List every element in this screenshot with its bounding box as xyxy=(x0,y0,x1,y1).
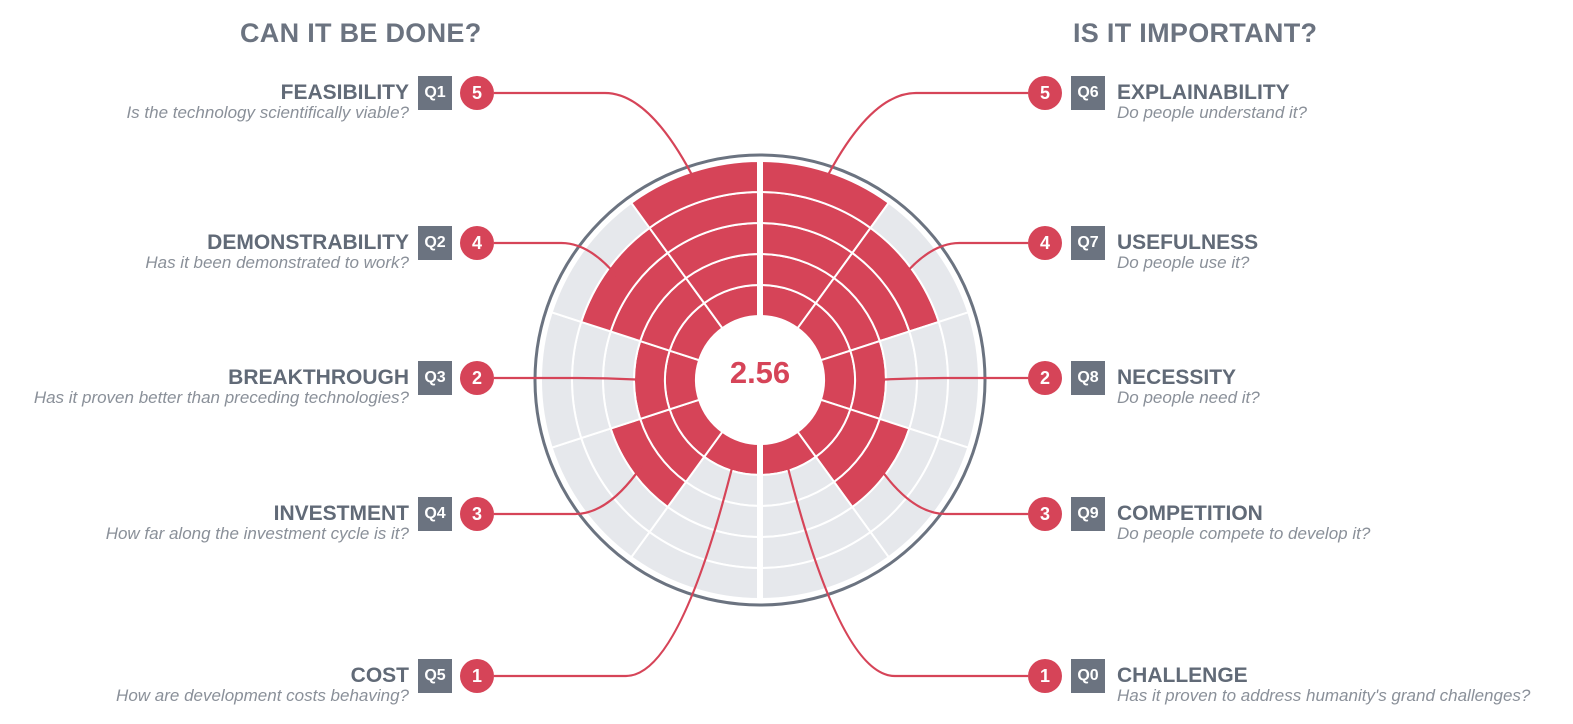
score-badge: 1 xyxy=(1028,659,1062,693)
question-code-badge: Q8 xyxy=(1071,361,1105,395)
connector-q0 xyxy=(784,459,1028,678)
question-code-badge: Q9 xyxy=(1071,497,1105,531)
question-text: Do people compete to develop it? xyxy=(1117,524,1371,543)
question-code-badge: Q7 xyxy=(1071,226,1105,260)
question-code-badge: Q3 xyxy=(418,361,452,395)
connector-q8 xyxy=(875,376,1028,382)
heading-can-it-be-done: CAN IT BE DONE? xyxy=(240,18,482,48)
question-q3: BREAKTHROUGH Has it proven better than pr… xyxy=(0,366,409,410)
question-text: Has it proven better than preceding tech… xyxy=(33,388,409,407)
score-badge: 2 xyxy=(460,361,494,395)
question-text: How are development costs behaving? xyxy=(116,686,409,705)
score-badge: 5 xyxy=(460,76,494,110)
center-disc xyxy=(700,320,820,440)
connector-q4 xyxy=(494,465,643,516)
question-label: USEFULNESS xyxy=(1117,231,1259,254)
question-q2: DEMONSTRABILITY Has it been demonstrated … xyxy=(0,231,409,275)
score-badge: 2 xyxy=(1028,361,1062,395)
score-badge: 4 xyxy=(460,226,494,260)
question-label: EXPLAINABILITY xyxy=(1117,81,1290,104)
question-text: Is the technology scientifically viable? xyxy=(126,103,409,122)
connector-q9 xyxy=(877,465,1028,516)
connector-q2 xyxy=(494,241,618,277)
question-label: CHALLENGE xyxy=(1117,664,1248,687)
question-text: Do people need it? xyxy=(1117,388,1260,407)
question-label: DEMONSTRABILITY xyxy=(207,231,409,254)
question-label: COST xyxy=(350,664,409,687)
question-q7: USEFULNESS Do people use it? xyxy=(1117,231,1567,275)
connector-q7 xyxy=(902,241,1028,277)
connector-q5 xyxy=(494,459,736,678)
question-text: Do people understand it? xyxy=(1117,103,1307,122)
question-text: Has it been demonstrated to work? xyxy=(145,253,409,272)
center-score: 2.56 xyxy=(729,355,791,390)
question-label: FEASIBILITY xyxy=(280,81,409,104)
question-text: Has it proven to address humanity's gran… xyxy=(1117,686,1531,705)
question-code-badge: Q1 xyxy=(418,76,452,110)
outer-ring xyxy=(533,153,987,607)
heading-is-it-important: IS IT IMPORTANT? xyxy=(1073,18,1318,48)
question-code-badge: Q6 xyxy=(1071,76,1105,110)
question-label: NECESSITY xyxy=(1117,366,1237,389)
connector-q3 xyxy=(494,376,645,382)
question-q4: INVESTMENT How far along the investment c… xyxy=(0,502,409,546)
question-q6: EXPLAINABILITY Do people understand it? xyxy=(1117,81,1567,125)
question-label: BREAKTHROUGH xyxy=(228,366,409,389)
connector-q6 xyxy=(823,91,1028,183)
question-code-badge: Q4 xyxy=(418,497,452,531)
question-code-badge: Q2 xyxy=(418,226,452,260)
connector-q1 xyxy=(494,91,697,183)
question-q0: CHALLENGE Has it proven to address humani… xyxy=(1117,664,1567,708)
question-code-badge: Q5 xyxy=(418,659,452,693)
score-badge: 3 xyxy=(1028,497,1062,531)
question-text: How far along the investment cycle is it… xyxy=(105,524,409,543)
question-label: INVESTMENT xyxy=(273,502,409,525)
question-label: COMPETITION xyxy=(1117,502,1263,525)
question-code-badge: Q0 xyxy=(1071,659,1105,693)
score-badge: 1 xyxy=(460,659,494,693)
question-q5: COST How are development costs behaving? xyxy=(0,664,409,708)
score-badge: 4 xyxy=(1028,226,1062,260)
question-text: Do people use it? xyxy=(1117,253,1250,272)
question-q9: COMPETITION Do people compete to develop … xyxy=(1117,502,1567,546)
question-q1: FEASIBILITY Is the technology scientifica… xyxy=(0,81,409,125)
question-q8: NECESSITY Do people need it? xyxy=(1117,366,1567,410)
score-badge: 5 xyxy=(1028,76,1062,110)
score-badge: 3 xyxy=(460,497,494,531)
